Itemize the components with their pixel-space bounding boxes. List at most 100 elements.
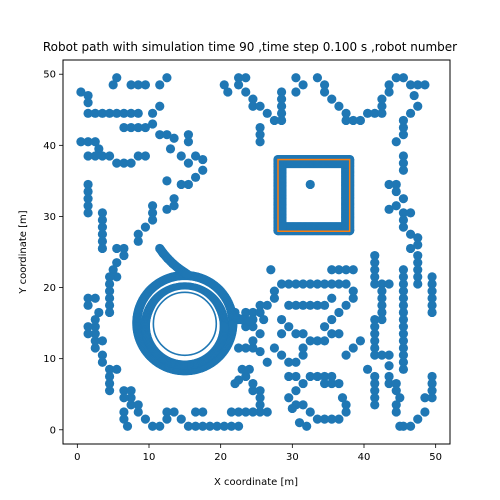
obstacle-point [269,293,280,303]
obstacle-point [255,101,265,111]
obstacle-point [183,421,194,431]
obstacle-point [284,371,294,382]
x-tick-label: 30 [286,452,299,463]
obstacle-point [147,421,158,431]
robot-path-point [277,222,287,232]
obstacle-point [119,414,129,424]
obstacle-point [398,194,409,204]
x-tick-label: 50 [429,452,442,463]
obstacle-point [269,115,280,126]
obstacle-point [259,314,269,325]
obstacle-point [90,343,100,353]
obstacle-point [162,176,172,186]
obstacle-point [255,346,265,357]
obstacle-point [198,421,208,431]
obstacle-point [83,108,93,118]
obstacle-point [155,80,165,90]
obstacle-point [370,322,380,332]
obstacle-point [384,371,394,382]
obstacle-point [237,364,247,374]
obstacle-point [97,236,108,246]
obstacle-point [83,293,93,303]
obstacle-point [162,204,172,214]
obstacle-point [233,80,244,90]
obstacle-point [413,272,423,282]
obstacle-point [427,307,437,318]
obstacle-point [255,393,265,403]
obstacle-point [334,307,344,318]
obstacle-point [427,378,437,389]
obstacle-point [294,418,305,428]
obstacle-point [348,286,358,296]
path-loop-interior [151,289,219,357]
x-tick-label: 20 [214,452,227,463]
obstacle-point [94,307,104,318]
obstacle-point [112,73,122,83]
obstacle-point [97,151,108,161]
obstacle-point [133,236,143,246]
obstacle-point [398,364,409,374]
obstacle-point [176,151,186,161]
obstacle-point [97,222,108,232]
obstacle-point [119,122,129,133]
y-tick-label: 10 [43,354,56,365]
obstacle-point [276,279,287,289]
obstacle-point [183,137,194,147]
obstacle-point [395,393,405,403]
obstacle-point [97,336,108,346]
obstacle-point [248,101,258,111]
obstacle-point [248,386,258,396]
obstacle-point [276,108,287,118]
obstacle-point [83,300,93,310]
obstacle-point [413,80,423,90]
obstacle-point [334,378,344,389]
obstacle-point [176,179,186,190]
obstacle-point [427,286,437,296]
obstacle-point [190,172,201,182]
obstacle-point [90,151,100,161]
obstacle-point [341,350,351,360]
obstacle-point [398,151,409,161]
obstacle-point [398,272,409,282]
obstacle-point [427,371,437,382]
obstacle-point [291,329,301,339]
obstacle-point [255,137,265,147]
obstacle-point [255,329,265,339]
obstacle-point [190,407,201,417]
obstacle-point [398,122,409,133]
obstacle-point [327,279,337,289]
obstacle-point [140,122,151,133]
obstacle-point [355,115,366,126]
obstacle-point [248,94,258,104]
obstacle-point [398,165,409,175]
obstacle-point [162,130,172,140]
obstacle-point [334,101,344,111]
obstacle-point [276,87,287,97]
obstacle-point [312,73,323,83]
obstacle-point [341,265,351,275]
obstacle-point [305,371,315,382]
obstacle-point [370,258,380,268]
obstacle-point [287,403,297,414]
obstacle-point [319,322,330,332]
obstacle-point [108,80,118,90]
obstacle-point [126,80,136,90]
obstacle-point [162,407,172,417]
obstacle-point [133,400,143,410]
obstacle-point [104,307,115,318]
obstacle-point [370,386,380,396]
obstacle-point [405,108,416,118]
obstacle-point [377,286,387,296]
obstacle-point [319,300,330,310]
obstacle-point [384,361,394,371]
obstacle-point [262,300,272,310]
obstacle-point [398,343,409,353]
obstacle-point [276,94,287,104]
y-axis-label: Y coordinate [m] [18,210,29,294]
obstacle-point [377,300,387,310]
obstacle-point [112,272,122,282]
obstacle-point [97,357,108,367]
obstacle-point [140,80,151,90]
obstacle-point [104,378,115,389]
obstacle-point [169,194,179,204]
